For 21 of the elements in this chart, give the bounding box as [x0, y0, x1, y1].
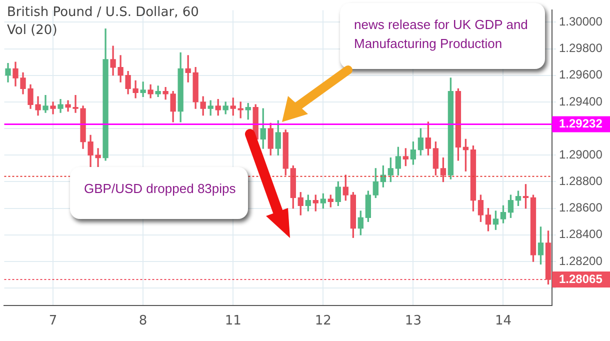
y-tick-label: 1.29400: [559, 94, 603, 108]
chart-title: British Pound / U.S. Dollar, 60: [7, 5, 199, 20]
ref-line-label: 1.29232: [559, 116, 603, 131]
ref-line-label: 1.28065: [559, 272, 603, 286]
y-tick-label: 1.28200: [559, 254, 603, 268]
text: Vol (20): [7, 23, 58, 38]
x-tick-label: 12: [314, 314, 332, 329]
y-tick-label: 1.29600: [559, 68, 603, 82]
annotation: GBP/USD dropped 83pips: [84, 181, 236, 196]
y-tick-label: 1.28400: [559, 227, 603, 242]
y-tick-label: 1.29800: [559, 41, 603, 56]
y-tick-label: 1.28800: [559, 174, 603, 188]
x-tick-label: 11: [224, 314, 242, 329]
x-tick-label: 14: [494, 314, 512, 329]
x-tick-label: 8: [138, 314, 148, 329]
y-tick-label: 1.29000: [559, 147, 603, 162]
y-tick-label: 1.28600: [559, 200, 603, 215]
x-tick-label: 13: [404, 314, 422, 329]
annotation: news release for UK GDP and Manufacturing Production: [354, 16, 529, 53]
y-tick-label: 1.30000: [559, 14, 603, 28]
x-tick-label: 7: [48, 314, 58, 329]
